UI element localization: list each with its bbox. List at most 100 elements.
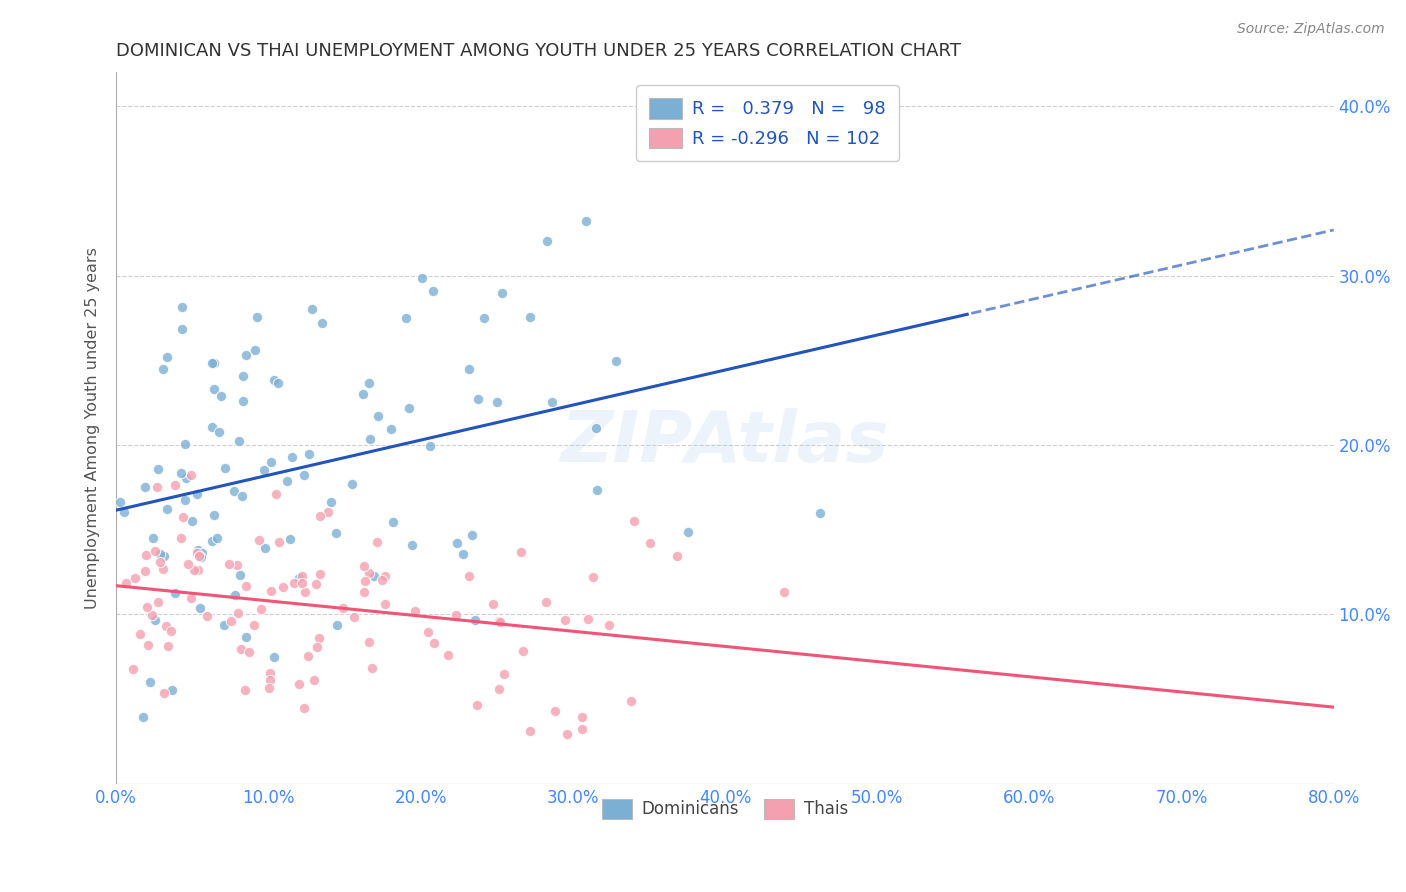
Point bbox=[260, 584, 283, 599]
Point bbox=[380, 422, 402, 436]
Point bbox=[204, 508, 226, 523]
Point bbox=[243, 343, 266, 357]
Point bbox=[124, 571, 146, 585]
Point bbox=[134, 565, 156, 579]
Point bbox=[363, 569, 385, 583]
Point bbox=[321, 495, 343, 509]
Point bbox=[437, 648, 460, 663]
Point bbox=[586, 483, 609, 497]
Point bbox=[482, 597, 505, 611]
Point bbox=[128, 627, 150, 641]
Point bbox=[135, 600, 157, 615]
Point bbox=[472, 310, 495, 325]
Point bbox=[165, 586, 187, 600]
Point bbox=[169, 531, 191, 545]
Point bbox=[326, 618, 349, 632]
Point bbox=[170, 300, 193, 314]
Point bbox=[509, 544, 531, 558]
Point bbox=[585, 421, 607, 435]
Point bbox=[519, 310, 541, 324]
Point bbox=[353, 559, 375, 574]
Point bbox=[219, 615, 242, 629]
Point bbox=[485, 394, 508, 409]
Point bbox=[114, 575, 136, 590]
Point bbox=[307, 640, 329, 654]
Point bbox=[245, 310, 267, 325]
Point bbox=[489, 615, 512, 629]
Point bbox=[398, 401, 420, 416]
Point bbox=[361, 661, 384, 675]
Point bbox=[302, 673, 325, 687]
Point bbox=[232, 369, 254, 384]
Point bbox=[283, 576, 305, 591]
Point bbox=[139, 674, 162, 689]
Text: Source: ZipAtlas.com: Source: ZipAtlas.com bbox=[1237, 22, 1385, 37]
Point bbox=[371, 574, 394, 588]
Point bbox=[201, 533, 224, 548]
Point bbox=[308, 632, 330, 646]
Point bbox=[186, 487, 208, 501]
Point bbox=[225, 558, 247, 572]
Point bbox=[458, 362, 481, 376]
Point bbox=[395, 310, 418, 325]
Point bbox=[264, 487, 287, 501]
Point bbox=[141, 607, 163, 622]
Point bbox=[451, 547, 474, 561]
Point bbox=[808, 506, 831, 520]
Point bbox=[235, 579, 257, 593]
Point bbox=[605, 353, 627, 368]
Text: ZIPAtlas: ZIPAtlas bbox=[561, 408, 889, 477]
Point bbox=[620, 694, 643, 708]
Point bbox=[204, 356, 226, 370]
Point bbox=[267, 376, 290, 390]
Point bbox=[170, 322, 193, 336]
Point bbox=[260, 455, 283, 469]
Point bbox=[305, 577, 328, 591]
Point bbox=[325, 526, 347, 541]
Point bbox=[571, 710, 593, 724]
Point bbox=[446, 536, 468, 550]
Point bbox=[374, 568, 396, 582]
Point bbox=[298, 447, 321, 461]
Point bbox=[288, 571, 311, 585]
Point bbox=[157, 639, 180, 653]
Point bbox=[311, 316, 333, 330]
Point bbox=[254, 541, 277, 555]
Point bbox=[423, 636, 446, 650]
Point bbox=[342, 610, 364, 624]
Point bbox=[308, 567, 330, 582]
Point bbox=[494, 667, 516, 681]
Point bbox=[357, 566, 380, 580]
Point bbox=[554, 613, 576, 627]
Point bbox=[263, 374, 285, 388]
Point bbox=[112, 505, 135, 519]
Point bbox=[665, 549, 688, 564]
Point bbox=[534, 595, 557, 609]
Point bbox=[598, 618, 620, 632]
Point bbox=[188, 549, 211, 563]
Point bbox=[465, 698, 488, 712]
Point bbox=[165, 478, 187, 492]
Point bbox=[401, 538, 423, 552]
Point bbox=[149, 548, 172, 562]
Point bbox=[177, 557, 200, 571]
Point bbox=[214, 461, 236, 475]
Point bbox=[160, 683, 183, 698]
Point bbox=[276, 475, 298, 489]
Point bbox=[638, 536, 661, 550]
Point bbox=[238, 644, 260, 658]
Text: DOMINICAN VS THAI UNEMPLOYMENT AMONG YOUTH UNDER 25 YEARS CORRELATION CHART: DOMINICAN VS THAI UNEMPLOYMENT AMONG YOU… bbox=[117, 42, 962, 60]
Point bbox=[263, 649, 285, 664]
Point bbox=[200, 420, 222, 434]
Point bbox=[152, 562, 174, 576]
Point bbox=[519, 723, 541, 738]
Point bbox=[381, 515, 404, 529]
Point bbox=[536, 234, 558, 248]
Point bbox=[190, 546, 212, 560]
Point bbox=[201, 355, 224, 369]
Point bbox=[571, 723, 593, 737]
Point bbox=[180, 467, 202, 482]
Legend: Dominicans, Thais: Dominicans, Thais bbox=[595, 793, 855, 825]
Point bbox=[418, 439, 440, 453]
Point bbox=[374, 597, 396, 611]
